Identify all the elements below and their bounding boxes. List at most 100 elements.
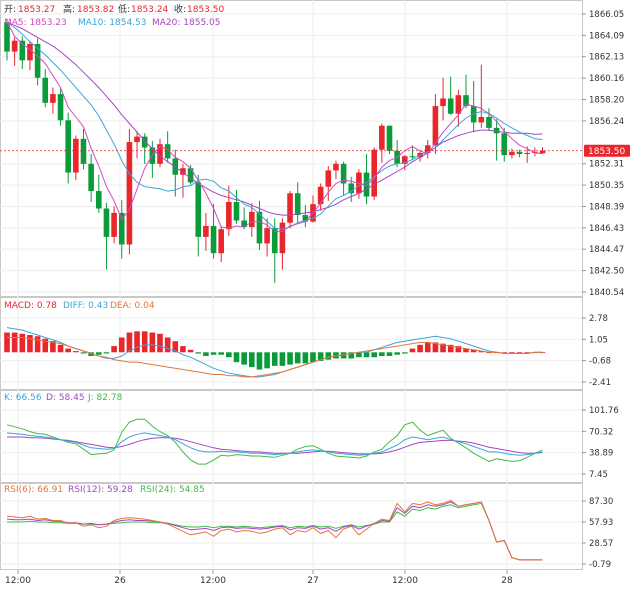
candle-body-6 xyxy=(50,94,56,103)
candle-body-33 xyxy=(256,211,263,244)
candle-body-10 xyxy=(80,138,87,164)
macd-bar-37 xyxy=(287,352,293,365)
candle-body-55 xyxy=(424,145,431,153)
price-tick-label-2: 1862.13 xyxy=(589,53,624,63)
high-value: 1853.82 xyxy=(77,5,114,15)
macd-bar-8 xyxy=(65,348,71,353)
candle-body-9 xyxy=(73,138,79,173)
macd-bar-17 xyxy=(134,331,140,353)
rsi24-label: RSI(24): 54.85 xyxy=(140,485,205,495)
kdj-tick-label-1: 70.32 xyxy=(589,427,613,437)
candle-body-57 xyxy=(440,98,446,107)
candle-body-1 xyxy=(11,40,18,52)
macd-bar-32 xyxy=(249,352,255,368)
macd-bar-53 xyxy=(409,348,416,353)
macd-dea-line xyxy=(7,337,543,378)
macd-bar-60 xyxy=(463,348,469,353)
j-label: J: 82.78 xyxy=(87,393,123,403)
macd-bar-50 xyxy=(386,352,393,356)
candle-body-48 xyxy=(371,149,377,197)
candle-body-32 xyxy=(249,211,255,228)
candle-body-20 xyxy=(157,144,163,164)
candle-body-4 xyxy=(34,43,41,78)
macd-bar-14 xyxy=(111,346,117,353)
macd-bar-30 xyxy=(233,352,240,363)
candle-body-46 xyxy=(356,172,362,194)
macd-bar-24 xyxy=(187,349,194,353)
candle-body-27 xyxy=(210,225,217,254)
macd-header: MACD: 0.78 DIFF: 0.43 DEA: 0.04 xyxy=(4,301,155,311)
kdj-tick-label-0: 101.76 xyxy=(589,406,619,416)
candle-body-38 xyxy=(294,193,301,216)
price-tick-label-3: 1860.16 xyxy=(589,74,624,84)
rsi6-label: RSI(6): 66.91 xyxy=(4,485,63,495)
ma20-label: MA20: 1855.05 xyxy=(152,18,220,28)
macd-bar-2 xyxy=(19,333,26,353)
candle-body-5 xyxy=(42,77,49,103)
last-price-tag-bg xyxy=(584,144,630,157)
candle-body-2 xyxy=(19,40,26,61)
candle-body-34 xyxy=(264,228,270,244)
candle-body-18 xyxy=(141,136,148,148)
rsi24-line xyxy=(7,502,543,561)
price-tick-label-4: 1858.20 xyxy=(589,96,624,106)
candle-body-35 xyxy=(271,228,278,254)
last-price-tag: 1853.50 xyxy=(588,147,625,157)
candle-body-30 xyxy=(233,201,240,221)
macd-bar-18 xyxy=(141,331,148,353)
price-tick-label-5: 1856.24 xyxy=(589,117,624,127)
candle-body-52 xyxy=(402,156,408,164)
price-tick-label-11: 1842.50 xyxy=(589,267,624,277)
candle-body-29 xyxy=(226,201,232,230)
candle-body-36 xyxy=(279,222,286,254)
price-tick-label-8: 1848.39 xyxy=(589,202,624,212)
rsi-pane-frame xyxy=(0,483,583,570)
macd-bar-55 xyxy=(424,342,431,353)
candle-body-39 xyxy=(302,215,309,222)
rsi-tick-label-2: 28.57 xyxy=(589,539,613,549)
macd-tick-label-1: 1.05 xyxy=(589,335,608,345)
macd-tick-label-2: -0.68 xyxy=(589,357,611,367)
kdj-header: K: 66.56 D: 58.45 J: 82.78 xyxy=(4,393,123,403)
macd-bar-0 xyxy=(4,332,10,353)
kdj-axis: 101.76 70.32 38.89 7.45 xyxy=(582,406,619,480)
macd-bar-22 xyxy=(172,341,179,353)
macd-bar-35 xyxy=(271,352,278,366)
macd-bar-36 xyxy=(279,352,286,366)
macd-bar-46 xyxy=(356,352,362,358)
price-tick-label-10: 1844.47 xyxy=(589,245,624,255)
high-label: 高: xyxy=(63,3,75,15)
open-label: 开: xyxy=(4,4,16,15)
macd-bar-40 xyxy=(310,352,316,363)
k-label: K: 66.56 xyxy=(4,393,42,403)
rsi-tick-label-1: 57.93 xyxy=(589,518,613,528)
macd-bar-44 xyxy=(340,352,347,359)
price-axis: 1866.05 1864.09 1862.13 1860.16 1858.20 1856.… xyxy=(582,10,624,298)
ma5-label: MA5: 1853.23 xyxy=(4,18,67,28)
macd-bar-49 xyxy=(379,352,385,356)
low-label: 低: xyxy=(118,3,130,15)
time-tick-label-0: 12:00 xyxy=(5,576,31,586)
macd-bar-51 xyxy=(394,352,400,355)
d-label: D: 58.45 xyxy=(46,393,85,403)
macd-bar-54 xyxy=(417,344,423,353)
low-value: 1853.24 xyxy=(131,5,168,15)
macd-bar-33 xyxy=(256,352,263,370)
rsi-axis: 87.30 57.93 28.57 -0.79 xyxy=(582,497,613,570)
candle-body-49 xyxy=(379,125,385,150)
macd-bar-57 xyxy=(440,343,446,353)
macd-bar-15 xyxy=(118,337,125,353)
candle-body-31 xyxy=(241,220,247,228)
macd-bar-28 xyxy=(218,352,224,355)
macd-tick-label-0: 2.78 xyxy=(589,314,608,324)
macd-bar-68 xyxy=(524,352,530,354)
diff-label: DIFF: 0.43 xyxy=(63,301,108,311)
candle-body-17 xyxy=(134,136,140,143)
macd-bar-56 xyxy=(432,342,439,353)
macd-bar-16 xyxy=(126,332,133,353)
macd-bar-27 xyxy=(210,352,217,355)
candle-body-15 xyxy=(118,212,125,245)
time-tick-label-1: 26 xyxy=(114,576,126,586)
macd-bar-4 xyxy=(34,336,41,353)
